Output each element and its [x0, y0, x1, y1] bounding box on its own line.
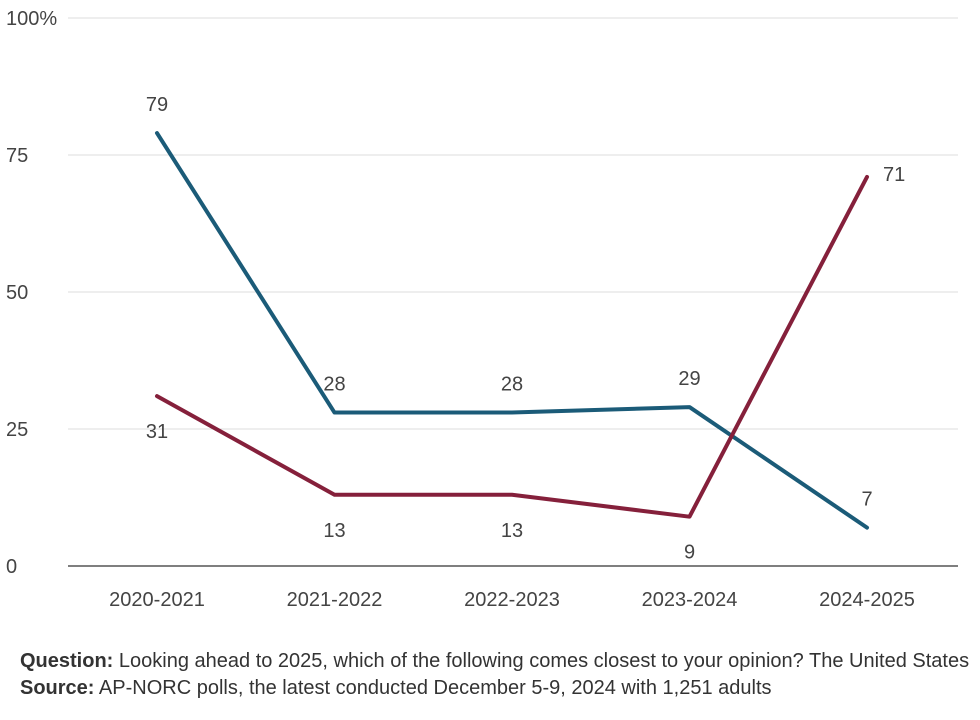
- data-label: 28: [323, 374, 345, 396]
- question-note: Question: Looking ahead to 2025, which o…: [20, 648, 970, 675]
- series-lines: [155, 131, 869, 530]
- source-note: Source: AP-NORC polls, the latest conduc…: [20, 675, 970, 702]
- data-label: 9: [684, 542, 695, 564]
- x-tick-label: 2020-2021: [109, 589, 205, 611]
- data-label: 29: [678, 368, 700, 390]
- data-label: 79: [146, 94, 168, 116]
- question-label: Question:: [20, 650, 114, 672]
- y-tick-label: 100%: [6, 8, 57, 30]
- x-tick-label: 2022-2023: [464, 589, 560, 611]
- data-label: 28: [501, 374, 523, 396]
- data-label: 31: [146, 421, 168, 443]
- x-tick-label: 2023-2024: [642, 589, 738, 611]
- source-label: Source:: [20, 677, 95, 699]
- series-line-2: [155, 174, 869, 519]
- data-label: 13: [323, 520, 345, 542]
- series-line-1: [155, 131, 869, 530]
- y-tick-label: 50: [6, 282, 28, 304]
- y-axis-ticks: 0 25 50 75 100%: [6, 8, 57, 578]
- data-label: 71: [883, 164, 905, 186]
- y-tick-label: 75: [6, 145, 28, 167]
- x-axis-ticks: 2020-2021 2021-2022 2022-2023 2023-2024 2024…: [109, 589, 915, 611]
- question-text: Looking ahead to 2025, which of the foll…: [118, 650, 970, 672]
- y-tick-label: 25: [6, 419, 28, 441]
- x-tick-label: 2024-2025: [819, 589, 915, 611]
- x-tick-label: 2021-2022: [287, 589, 383, 611]
- source-text: AP-NORC polls, the latest conducted Dece…: [98, 677, 772, 699]
- y-tick-label: 0: [6, 556, 17, 578]
- chart-footer: Question: Looking ahead to 2025, which o…: [20, 648, 970, 702]
- data-label: 7: [861, 489, 872, 511]
- data-labels: 79 28 28 29 7 31 13 13 9 71: [146, 94, 905, 564]
- data-label: 13: [501, 520, 523, 542]
- gridlines: [68, 17, 958, 567]
